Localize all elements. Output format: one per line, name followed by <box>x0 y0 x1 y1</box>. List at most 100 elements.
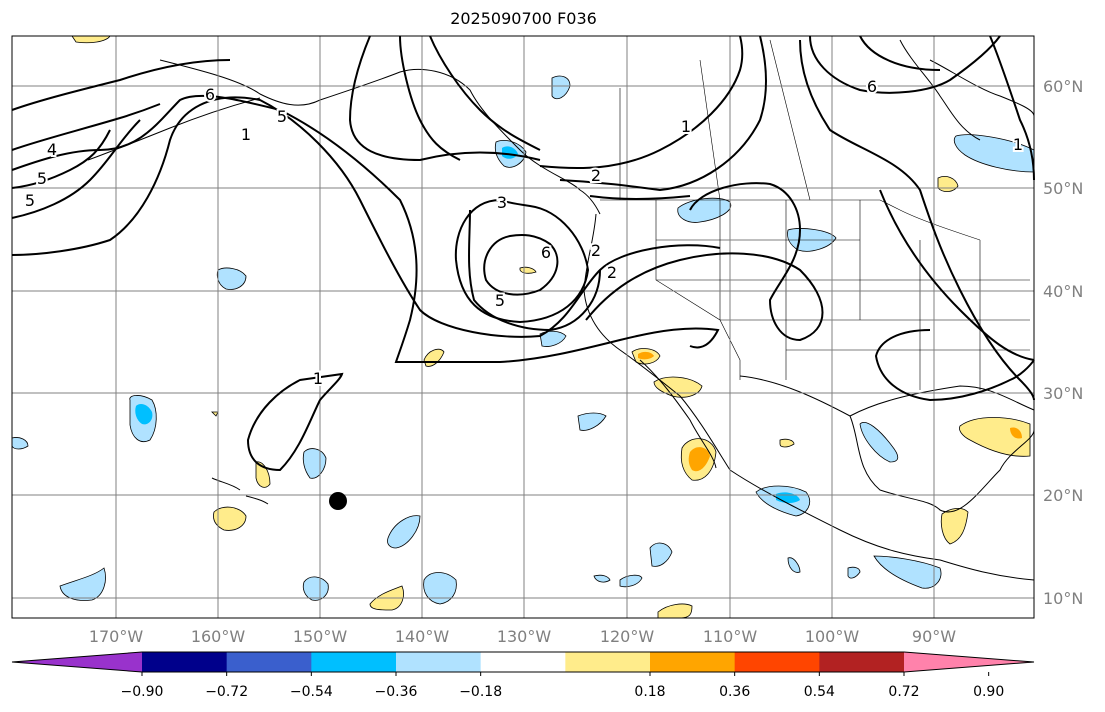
lon-label: 120°W <box>600 627 655 646</box>
lat-label: 10°N <box>1043 589 1083 608</box>
colorbar-segment <box>819 652 905 672</box>
colorbar-tick-label: 0.54 <box>804 684 835 700</box>
contour-line <box>348 35 541 162</box>
contour-label: 4 <box>47 140 57 159</box>
contour-labels-layer: 5 4 5 6 1 5 1 2 3 6 5 2 1 2 6 1 <box>23 75 1025 390</box>
contour-line <box>989 35 1035 181</box>
coastline-gulf <box>739 375 1035 513</box>
contour-line <box>11 119 141 219</box>
colorbar-segment <box>311 652 397 672</box>
pos-anomaly-core <box>688 447 710 472</box>
contour-line <box>11 96 721 338</box>
contour-label: 3 <box>497 193 507 212</box>
pos-anomaly-area <box>779 438 795 448</box>
neg-anomaly-area <box>593 574 611 583</box>
neg-anomaly-core <box>135 404 153 425</box>
neg-anomaly-area <box>649 542 673 567</box>
neg-anomaly-area <box>677 197 732 223</box>
contour-label: 5 <box>37 169 47 188</box>
lon-label: 160°W <box>191 627 246 646</box>
contour-label: 1 <box>313 369 323 388</box>
contour-line <box>11 59 231 111</box>
pos-anomaly-area <box>940 508 969 545</box>
contour-lines-layer <box>11 35 1035 472</box>
lon-label: 150°W <box>293 627 348 646</box>
grid-lines <box>12 36 1034 618</box>
colorbar: −0.90 −0.72 −0.54 −0.36 −0.18 0.18 0.36 0.54 0.7… <box>11 651 1035 700</box>
lat-label: 40°N <box>1043 282 1083 301</box>
contour-line <box>585 182 824 342</box>
neg-anomaly-area <box>847 566 861 579</box>
coastline-baja <box>639 359 717 469</box>
map-title: 2025090700 F036 <box>450 9 597 28</box>
lat-label: 50°N <box>1043 179 1083 198</box>
colorbar-tick-label: −0.36 <box>375 684 418 700</box>
neg-anomaly-area <box>423 572 457 605</box>
colorbar-tick-label: −0.54 <box>290 684 333 700</box>
contour-line <box>11 129 111 189</box>
lat-label: 30°N <box>1043 384 1083 403</box>
colorbar-tick-label: −0.18 <box>459 684 502 700</box>
contour-line <box>559 35 768 192</box>
contour-label: 2 <box>607 263 617 282</box>
coastline-alaska <box>159 59 601 215</box>
coastline-mexico <box>729 469 1035 581</box>
lat-label: 20°N <box>1043 486 1083 505</box>
pos-anomaly-core <box>638 351 654 360</box>
province-border <box>619 39 811 201</box>
colorbar-segment <box>142 652 228 672</box>
location-marker <box>329 492 347 510</box>
state-borders-layer <box>600 39 1030 390</box>
contour-line <box>589 195 691 200</box>
contour-line <box>799 39 1035 401</box>
colorbar-segment <box>480 652 566 672</box>
neg-anomaly-area <box>619 574 643 588</box>
coastline-hudson <box>899 39 981 141</box>
pos-anomaly-area <box>211 411 219 417</box>
canada-us-border <box>600 199 981 241</box>
neg-anomaly-area <box>387 515 421 549</box>
contour-line <box>874 329 1035 402</box>
coastline-gulf-coast <box>849 385 1035 417</box>
neg-anomaly-area <box>11 437 29 450</box>
latitude-labels: 60°N 50°N 40°N 30°N 20°N 10°N <box>1043 77 1083 608</box>
lat-label: 60°N <box>1043 77 1083 96</box>
colorbar-segment <box>734 652 820 672</box>
longitude-labels: 170°W 160°W 150°W 140°W 130°W 120°W 110°… <box>89 627 956 646</box>
contour-label: 6 <box>867 77 877 96</box>
contour-line <box>11 94 720 363</box>
colorbar-tick-label: −0.72 <box>205 684 248 700</box>
contour-label: 1 <box>681 117 691 136</box>
contour-label: 1 <box>241 125 251 144</box>
contour-line <box>11 103 161 151</box>
contour-line <box>809 35 1001 94</box>
colorbar-extend-high <box>904 652 1034 672</box>
map-panel: 5 4 5 6 1 5 1 2 3 6 5 2 1 2 6 1 <box>11 35 1035 619</box>
colorbar-tick-label: −0.90 <box>121 684 164 700</box>
colorbar-tick-label: 0.90 <box>973 684 1004 700</box>
lon-label: 110°W <box>703 627 758 646</box>
contour-line <box>539 35 744 170</box>
neg-anomaly-area <box>302 576 329 601</box>
coastline-canada-east <box>929 59 1035 117</box>
contour-label: 5 <box>277 107 287 126</box>
contour-label: 2 <box>591 241 601 260</box>
colorbar-tick-label: 0.72 <box>888 684 919 700</box>
contour-line <box>429 35 541 151</box>
pos-anomaly-area <box>255 461 271 488</box>
colorbar-tick-label: 0.18 <box>634 684 665 700</box>
neg-anomaly-area <box>787 557 801 573</box>
lon-label: 140°W <box>395 627 450 646</box>
contour-label: 2 <box>591 166 601 185</box>
pos-anomaly-area <box>213 506 247 531</box>
lon-label: 170°W <box>89 627 144 646</box>
neg-anomaly-area <box>873 555 942 589</box>
pos-anomaly-core <box>1010 427 1022 439</box>
contour-line <box>859 35 941 71</box>
colorbar-extend-low <box>12 652 142 672</box>
contour-label: 6 <box>541 243 551 262</box>
contour-line <box>879 189 1035 361</box>
colorbar-segment <box>226 652 312 672</box>
colorbar-segment <box>396 652 482 672</box>
